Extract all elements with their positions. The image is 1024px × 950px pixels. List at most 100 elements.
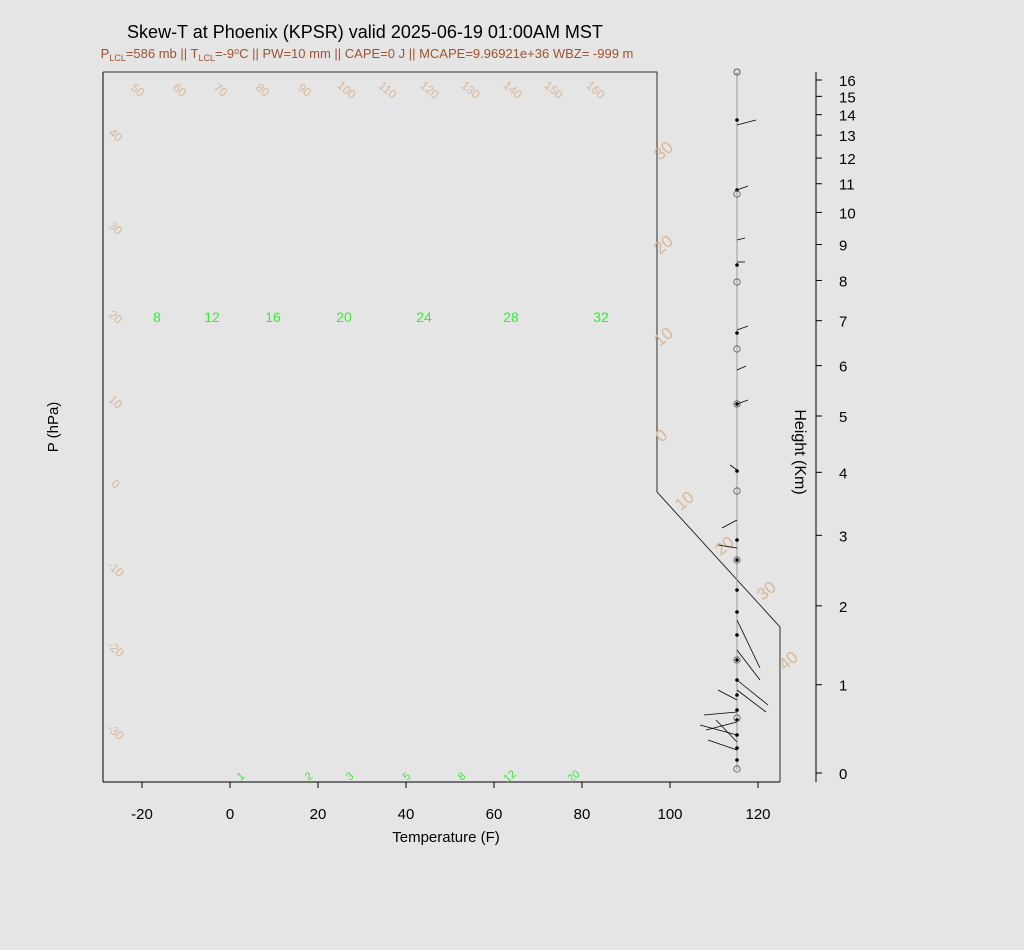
- mixing-ratio-label: 1: [235, 770, 247, 783]
- wind-barb: [715, 719, 738, 743]
- isotherm-label: 120: [417, 78, 442, 102]
- plot-area: 50 60 70 80 90 100 110 120 130 140 150 160403020100…: [102, 71, 802, 785]
- isotherm-label: 130: [458, 78, 483, 102]
- isotherm-label: 40: [106, 125, 125, 145]
- subtitle-cape: CAPE=0 J: [345, 46, 405, 61]
- wind-level-dot: [735, 633, 739, 637]
- temperature-tick-label: 60: [486, 806, 503, 823]
- isotherm-label: 0: [109, 476, 123, 491]
- isotherm-label: 30: [106, 218, 125, 238]
- y-axis-label: P (hPa): [45, 402, 62, 453]
- isotherm-label: 20: [650, 231, 677, 258]
- wind-barb: [736, 619, 761, 669]
- isotherm-label: 80: [253, 80, 272, 100]
- height-axis-label: Height (Km): [791, 409, 808, 494]
- mixing-ratio-label: 8: [456, 770, 468, 783]
- moist-adiabat-label: 24: [416, 309, 432, 325]
- subtitle-pw: PW=10 mm: [263, 46, 331, 61]
- height-tick-label: 5: [839, 409, 847, 426]
- wind-barb: [736, 689, 767, 713]
- wind-level-dot: [735, 331, 739, 335]
- temperature-tick-label: 0: [226, 806, 234, 823]
- wind-barb: [717, 544, 738, 549]
- chart-subtitle: PLCL=586 mb || TLCL=-9oC || PW=10 mm || …: [101, 46, 634, 63]
- subtitle-tlcl: -9: [223, 46, 235, 61]
- moist-adiabat-label: 8: [153, 309, 161, 325]
- wind-barb: [707, 739, 738, 751]
- height-tick-label: 2: [839, 599, 847, 616]
- isotherm-label: 100: [334, 78, 359, 102]
- height-tick-label: 15: [839, 89, 856, 106]
- wind-barb: [729, 464, 738, 471]
- wind-calm-circle: [733, 487, 741, 495]
- isotherm-label: 10: [106, 392, 125, 412]
- x-axis-label: Temperature (F): [392, 829, 500, 846]
- isotherm-label: 140: [500, 78, 525, 102]
- moist-adiabat-label: 12: [204, 309, 220, 325]
- moist-adiabat-label: 28: [503, 309, 519, 325]
- height-tick-label: 3: [839, 528, 847, 545]
- mixing-ratio-label: 20: [566, 768, 583, 785]
- plot-outline: [103, 71, 781, 782]
- height-tick-label: 11: [839, 177, 855, 194]
- wind-level-dot: [735, 263, 739, 267]
- isotherm-label: 40: [775, 647, 802, 674]
- mixing-ratio-label: 12: [502, 768, 519, 785]
- isotherm-label: 150: [541, 78, 566, 102]
- wind-level-dot: [735, 693, 739, 697]
- wind-level-dot: [735, 610, 739, 614]
- wind-barb: [703, 711, 738, 716]
- wind-level-dot: [735, 469, 739, 473]
- wind-calm-circle: [733, 714, 741, 722]
- wind-level-dot: [735, 746, 739, 750]
- wind-barb: [736, 237, 746, 241]
- temperature-tick-label: 20: [310, 806, 327, 823]
- wind-barb: [717, 689, 738, 701]
- mixing-ratio-label: 3: [344, 770, 356, 783]
- height-tick-label: 14: [839, 108, 856, 125]
- wind-calm-circle: [733, 278, 741, 286]
- wind-calm-circle: [733, 190, 741, 198]
- isotherm-label: 60: [170, 80, 189, 100]
- isotherm-label: -30: [104, 721, 127, 743]
- subtitle-mcape: MCAPE=9.96921e+36: [419, 46, 549, 61]
- wind-barb: [699, 724, 738, 736]
- moist-adiabat-label: 32: [593, 309, 609, 325]
- wind-barb: [736, 325, 749, 331]
- isotherm-label: -10: [104, 558, 127, 580]
- height-tick-label: 9: [839, 238, 847, 255]
- temperature-tick-label: -20: [131, 806, 153, 823]
- wind-calm-circle: [733, 656, 741, 664]
- wind-barb: [736, 365, 747, 371]
- wind-barb: [736, 399, 749, 405]
- wind-level-dot: [735, 588, 739, 592]
- height-tick-label: 7: [839, 314, 847, 331]
- wind-calm-circle: [733, 556, 741, 564]
- wind-level-dot: [735, 708, 739, 712]
- height-tick-label: 10: [839, 205, 856, 222]
- wind-barb: [736, 119, 757, 126]
- wind-calm-circle: [733, 345, 741, 353]
- height-tick-label: 1: [839, 678, 847, 695]
- height-tick-label: 6: [839, 359, 847, 376]
- isotherm-label: 10: [650, 323, 677, 350]
- isotherm-label: 90: [295, 80, 314, 100]
- chart-title: Skew-T at Phoenix (KPSR) valid 2025-06-1…: [127, 22, 603, 42]
- height-tick-label: 4: [839, 465, 847, 482]
- wind-barb: [736, 679, 769, 706]
- moist-adiabat-label: 20: [336, 309, 352, 325]
- temperature-tick-label: 120: [745, 806, 770, 823]
- isotherm-label: 160: [583, 78, 608, 102]
- wind-level-dot: [735, 658, 739, 662]
- wind-level-dot: [735, 118, 739, 122]
- mixing-ratio-label: 5: [401, 770, 413, 783]
- wind-barb: [736, 185, 749, 191]
- wind-calm-circle: [733, 400, 741, 408]
- isotherm-label: 70: [211, 80, 230, 100]
- isotherm-label: 30: [753, 577, 780, 604]
- mixing-ratio-label: 2: [303, 770, 315, 783]
- isotherm-label: -20: [104, 638, 127, 660]
- temperature-tick-label: 80: [574, 806, 591, 823]
- wind-level-dot: [735, 538, 739, 542]
- height-tick-label: 0: [839, 766, 847, 783]
